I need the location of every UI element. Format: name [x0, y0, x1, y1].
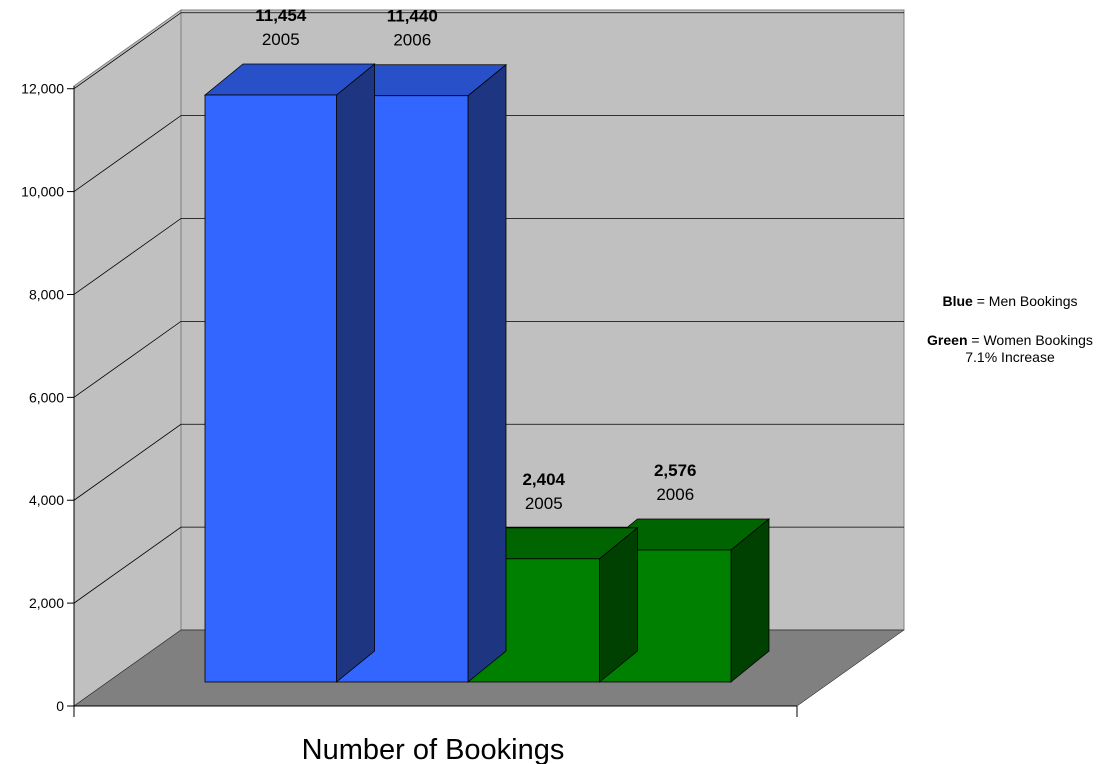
- gridline-3: [73, 320, 904, 398]
- bar-year-label-1: 2006: [393, 31, 431, 50]
- gridline-4: [73, 218, 904, 295]
- bar-value-label-3: 2,576: [654, 461, 697, 480]
- gridline-2: [73, 423, 904, 501]
- y-tick-label-5: 10,000: [21, 184, 64, 200]
- bar-year-label-3: 2006: [656, 485, 694, 504]
- bars: [203, 63, 771, 683]
- legend-text-men: = Men Bookings: [976, 293, 1078, 309]
- legend-key-green: Green: [927, 332, 968, 348]
- y-tick-label-3: 6,000: [29, 389, 64, 405]
- side-wall: [73, 9, 182, 707]
- bar-side-0: [336, 63, 375, 683]
- bar-0: [203, 63, 376, 683]
- y-tick-label-1: 2,000: [29, 595, 64, 611]
- bar-value-label-0: 11,454: [255, 6, 307, 25]
- y-tick-labels: 0 2,000 4,000 6,000 8,000 10,000 12,000: [21, 81, 74, 714]
- y-tick-label-2: 4,000: [29, 492, 64, 508]
- legend-key-blue: Blue: [942, 293, 973, 309]
- legend-entry-men: Blue = Men Bookings: [900, 293, 1120, 310]
- bar-side-1: [467, 63, 507, 683]
- y-tick-label-6: 12,000: [21, 81, 64, 97]
- legend-note-women: 7.1% Increase: [965, 349, 1055, 365]
- gridlines: [73, 12, 904, 604]
- y-tick-label-0: 0: [56, 698, 64, 714]
- data-labels: 2,576 2006 2,404 2005 11,440 2006 11,454 2005: [255, 6, 696, 513]
- bar-year-label-0: 2005: [262, 30, 300, 49]
- y-tick-label-4: 8,000: [29, 286, 64, 302]
- bar-front-0: [204, 94, 337, 683]
- bar-year-label-2: 2005: [525, 494, 563, 513]
- x-axis-title: Number of Bookings: [302, 734, 565, 764]
- gridline-5: [73, 115, 904, 192]
- legend-entry-women: Green = Women Bookings: [900, 332, 1120, 349]
- gridline-6: [73, 12, 904, 90]
- bar-value-label-2: 2,404: [522, 470, 565, 489]
- legend: Blue = Men Bookings Green = Women Bookin…: [900, 293, 1120, 366]
- bar-value-label-1: 11,440: [387, 7, 438, 26]
- legend-text-women: = Women Bookings: [971, 332, 1093, 348]
